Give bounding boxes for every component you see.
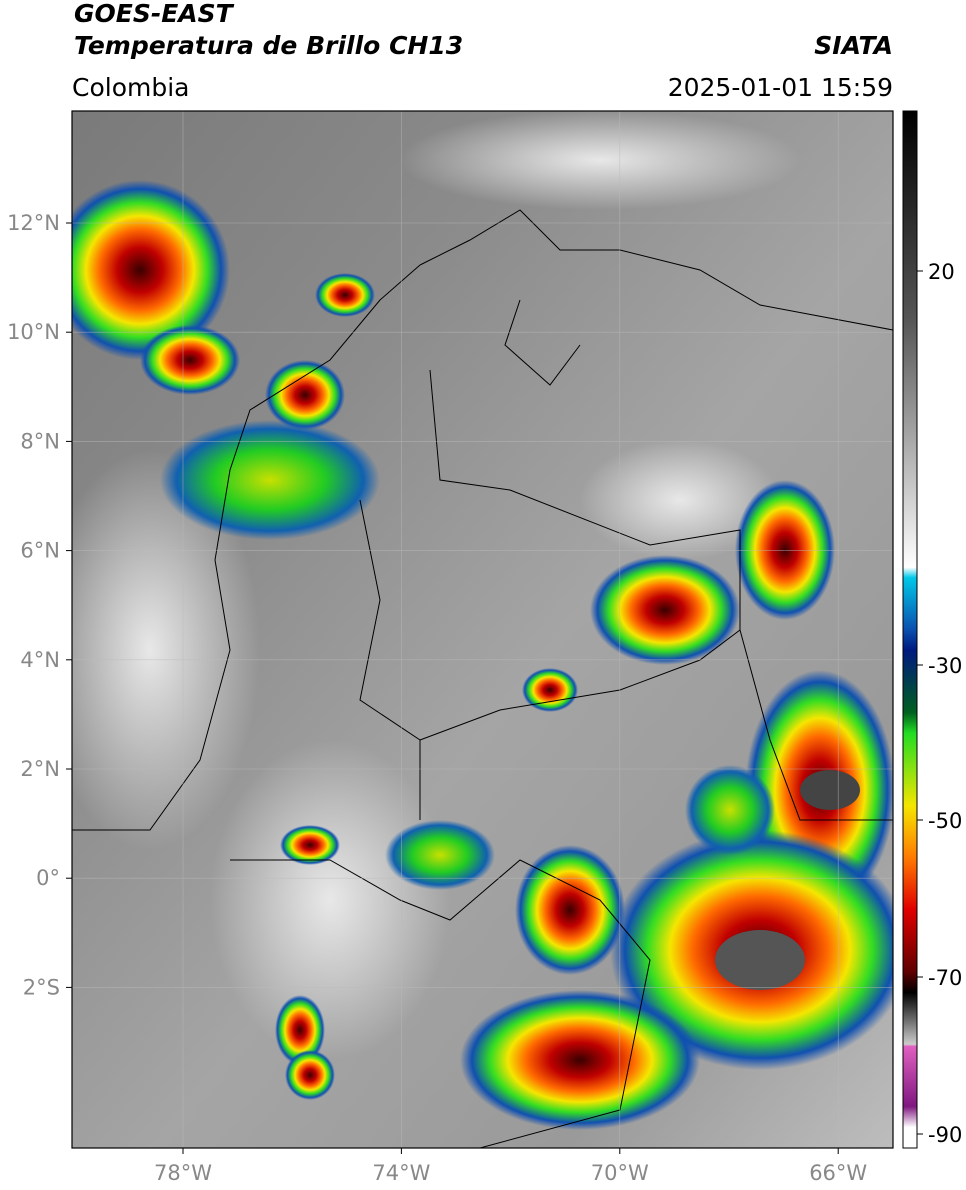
map-frame bbox=[71, 110, 894, 1149]
lat-label: 10°N bbox=[7, 320, 60, 344]
lon-label: 70°W bbox=[591, 1161, 649, 1185]
colorbar-label: -90 bbox=[928, 1123, 962, 1147]
agency: SIATA bbox=[814, 31, 893, 60]
colorbar-label: -50 bbox=[928, 809, 962, 833]
lat-label: 0° bbox=[36, 866, 60, 890]
lat-label: 8°N bbox=[20, 429, 60, 453]
colorbar-label: -30 bbox=[928, 654, 962, 678]
lat-label: 12°N bbox=[7, 211, 60, 235]
colorbar-label: 20 bbox=[928, 260, 955, 284]
colorbar-label: -70 bbox=[928, 966, 962, 990]
lon-label: 78°W bbox=[154, 1161, 212, 1185]
region: Colombia bbox=[72, 73, 189, 102]
imagery bbox=[72, 111, 893, 1148]
lat-label: 4°N bbox=[20, 648, 60, 672]
lat-label: 2°N bbox=[20, 757, 60, 781]
product: Temperatura de Brillo CH13 bbox=[74, 31, 463, 60]
colorbar bbox=[902, 110, 918, 1149]
lon-label: 66°W bbox=[809, 1161, 867, 1185]
lon-label: 74°W bbox=[372, 1161, 430, 1185]
satellite: GOES-EAST bbox=[74, 0, 235, 28]
datetime: 2025-01-01 15:59 bbox=[668, 73, 893, 102]
lat-label: 2°S bbox=[23, 975, 60, 999]
lat-label: 6°N bbox=[20, 539, 60, 563]
